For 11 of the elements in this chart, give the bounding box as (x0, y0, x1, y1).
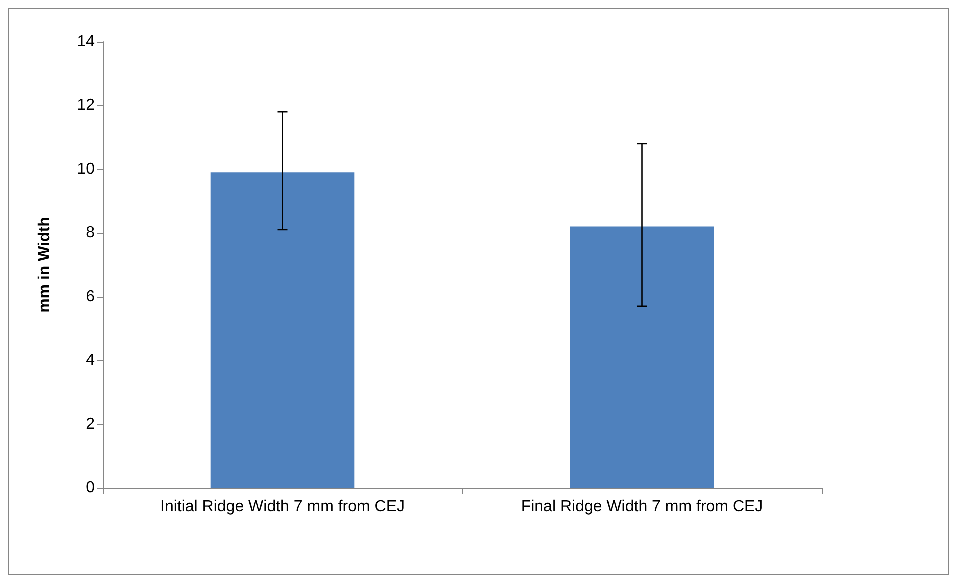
y-tick-label: 4 (86, 352, 96, 370)
x-tick-label: Initial Ridge Width 7 mm from CEJ (160, 498, 406, 516)
x-tick-label: Final Ridge Width 7 mm from CEJ (521, 498, 764, 516)
y-tick-label: 8 (86, 224, 96, 242)
y-tick-label: 6 (86, 288, 96, 306)
y-tick-label: 10 (77, 160, 96, 178)
y-tick-label: 0 (86, 480, 96, 496)
y-tick-label: 14 (77, 34, 96, 50)
y-tick-label: 2 (86, 416, 96, 433)
y-axis-title: mm in Width (36, 217, 54, 313)
y-tick-label: 12 (77, 97, 96, 114)
